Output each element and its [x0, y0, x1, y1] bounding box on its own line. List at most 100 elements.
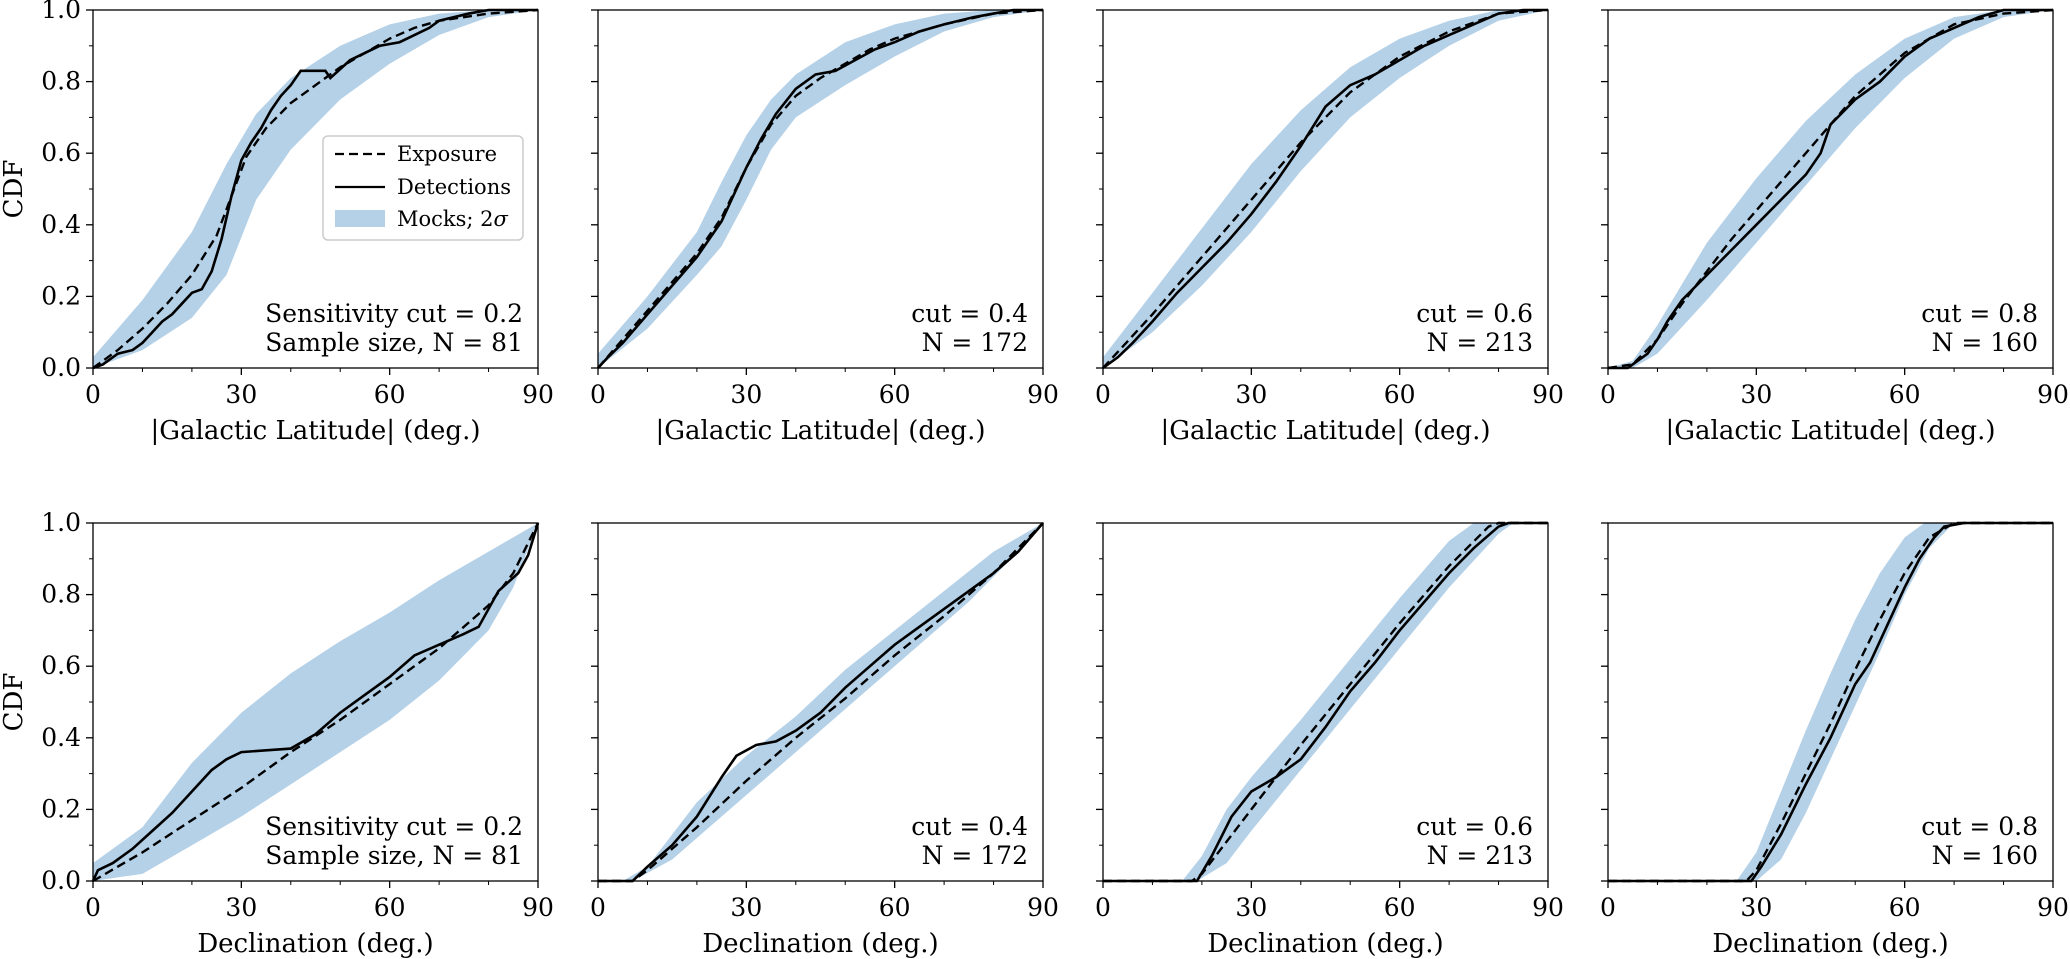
y-tick-label: 0.2	[41, 281, 81, 310]
legend-detections-label: Detections	[397, 175, 511, 199]
x-tick-label: 60	[374, 893, 406, 922]
x-tick-label: 60	[1889, 380, 1921, 409]
x-tick-label: 0	[1095, 380, 1111, 409]
x-tick-label: 30	[1740, 380, 1772, 409]
legend-mocks-label: Mocks; 2σ	[397, 207, 509, 231]
y-tick-label: 1.0	[41, 0, 81, 24]
x-axis-label: |Galactic Latitude| (deg.)	[150, 416, 480, 446]
x-tick-label: 90	[522, 893, 554, 922]
detections-line	[1608, 521, 2053, 883]
x-axis-label: Declination (deg.)	[1207, 929, 1443, 959]
y-tick-label: 0.6	[41, 651, 81, 680]
detections-line	[1102, 8, 1548, 370]
x-axis-label: Declination (deg.)	[197, 929, 433, 959]
y-tick-label: 0.2	[41, 794, 81, 823]
panel-4: 0 30 60 90 |Galactic Latitude| (deg.) cut = 0…	[1600, 8, 2069, 446]
x-tick-label: 90	[1532, 893, 1564, 922]
x-tick-label: 90	[2037, 380, 2069, 409]
x-tick-label: 90	[1027, 893, 1059, 922]
x-tick-label: 60	[879, 893, 911, 922]
mocks-band	[93, 523, 538, 881]
mocks-band	[1103, 523, 1548, 881]
annotation-line: N = 160	[1932, 841, 2038, 870]
mocks-band	[1608, 523, 2053, 881]
y-tick-label: 0.4	[41, 723, 81, 752]
annotation-line: N = 213	[1427, 841, 1533, 870]
annotation-line: cut = 0.4	[911, 299, 1028, 328]
detections-line	[92, 8, 538, 370]
x-axis-label: |Galactic Latitude| (deg.)	[1665, 416, 1995, 446]
panel-3: 0 30 60 90 |Galactic Latitude| (deg.) cut = 0…	[1095, 8, 1564, 446]
y-tick-label: 0.0	[41, 866, 81, 895]
x-axis-label: |Galactic Latitude| (deg.)	[655, 416, 985, 446]
annotation-line: Sensitivity cut = 0.2	[265, 299, 523, 328]
x-tick-label: 90	[522, 380, 554, 409]
legend-mocks-text: Mocks; 2	[397, 207, 494, 231]
annotation-line: cut = 0.6	[1416, 299, 1533, 328]
x-tick-label: 0	[1600, 893, 1616, 922]
y-axis-label: CDF	[0, 160, 29, 219]
detections-line	[597, 8, 1043, 369]
mocks-band	[1103, 10, 1548, 368]
detections-line	[1103, 521, 1548, 883]
x-axis-label: Declination (deg.)	[702, 929, 938, 959]
detections-line	[598, 522, 1044, 883]
legend: Exposure Detections Mocks; 2σ	[322, 135, 524, 241]
x-tick-label: 60	[1384, 380, 1416, 409]
x-tick-label: 90	[2037, 893, 2069, 922]
mocks-band	[598, 523, 1043, 881]
x-tick-label: 0	[590, 893, 606, 922]
x-tick-label: 0	[85, 380, 101, 409]
x-tick-label: 90	[1027, 380, 1059, 409]
annotation-line: N = 160	[1932, 328, 2038, 357]
x-tick-label: 0	[85, 893, 101, 922]
x-tick-label: 60	[1889, 893, 1921, 922]
annotation-line: cut = 0.6	[1416, 812, 1533, 841]
legend-mocks-sigma: σ	[494, 207, 509, 231]
legend-mocks-swatch	[335, 210, 385, 227]
y-tick-label: 1.0	[41, 508, 81, 537]
x-tick-label: 30	[1740, 893, 1772, 922]
x-tick-label: 60	[879, 380, 911, 409]
y-axis-label: CDF	[0, 673, 29, 732]
exposure-line	[598, 522, 1044, 883]
detections-line	[91, 522, 540, 882]
x-tick-label: 90	[1532, 380, 1564, 409]
panel-8: 0 30 60 90 Declination (deg.) cut = 0.8N = 16…	[1600, 521, 2069, 959]
x-tick-label: 30	[225, 380, 257, 409]
x-tick-label: 30	[730, 893, 762, 922]
x-axis-label: Declination (deg.)	[1712, 929, 1948, 959]
mocks-band	[93, 10, 538, 368]
annotation-line: Sample size, N = 81	[265, 328, 523, 357]
detections-line	[1608, 8, 2053, 370]
legend-exposure-label: Exposure	[397, 142, 497, 166]
annotation-line: cut = 0.8	[1921, 299, 2038, 328]
panel-7: 0 30 60 90 Declination (deg.) cut = 0.6N = 21…	[1095, 521, 1564, 959]
annotation-line: N = 172	[922, 841, 1028, 870]
y-tick-label: 0.8	[41, 580, 81, 609]
x-tick-label: 60	[374, 380, 406, 409]
panel-6: 0 30 60 90 Declination (deg.) cut = 0.4N = 17…	[590, 522, 1059, 959]
annotation-line: N = 213	[1427, 328, 1533, 357]
x-tick-label: 30	[730, 380, 762, 409]
exposure-line	[1608, 521, 2053, 883]
x-tick-label: 30	[225, 893, 257, 922]
panel-2: 0 30 60 90 |Galactic Latitude| (deg.) cut = 0…	[590, 8, 1059, 446]
y-tick-label: 0.8	[41, 67, 81, 96]
x-tick-label: 0	[1600, 380, 1616, 409]
y-tick-label: 0.4	[41, 210, 81, 239]
exposure-line	[92, 8, 539, 369]
exposure-line	[597, 8, 1044, 369]
x-tick-label: 30	[1235, 893, 1267, 922]
y-tick-label: 0.6	[41, 138, 81, 167]
annotation-line: cut = 0.4	[911, 812, 1028, 841]
x-tick-label: 0	[590, 380, 606, 409]
mocks-band	[598, 10, 1043, 368]
x-tick-label: 0	[1095, 893, 1111, 922]
panel-5: 0 30 60 90 0.0 0.2 0.4 0.6 0.8 1.0 Declination (de…	[0, 508, 554, 959]
annotation-line: cut = 0.8	[1921, 812, 2038, 841]
panel-1: 0 30 60 90 0.0 0.2 0.4 0.6 0.8 1.0 |Galactic Latit…	[0, 0, 554, 446]
annotation-line: N = 172	[922, 328, 1028, 357]
